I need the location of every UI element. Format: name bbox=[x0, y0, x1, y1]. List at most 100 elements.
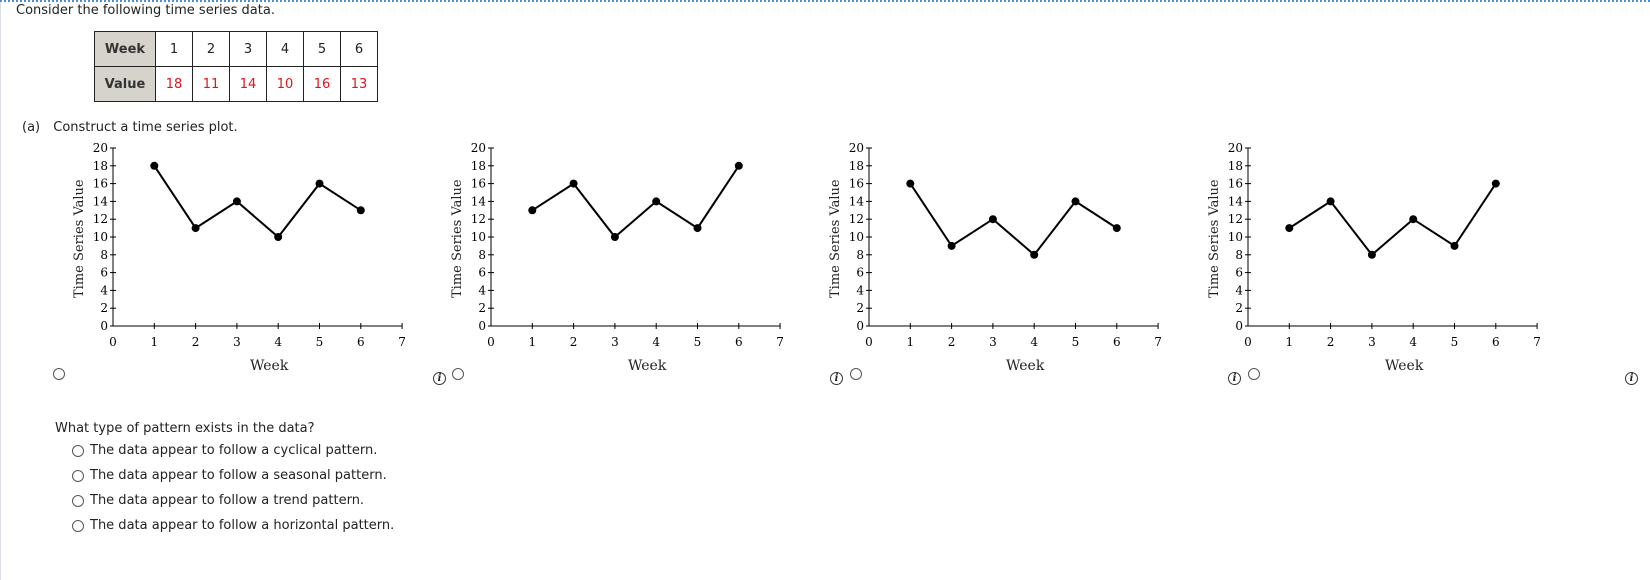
y-tick-label: 16 bbox=[93, 177, 108, 191]
y-tick-label: 18 bbox=[93, 159, 108, 173]
x-tick-label: 2 bbox=[1327, 335, 1335, 349]
pattern-option-radio[interactable] bbox=[72, 519, 84, 532]
x-tick-label: 0 bbox=[109, 335, 117, 349]
value-cell: 10 bbox=[266, 66, 304, 102]
info-icon[interactable]: i bbox=[1228, 372, 1241, 385]
pattern-question: What type of pattern exists in the data? bbox=[55, 421, 315, 436]
x-tick-label: 4 bbox=[1030, 335, 1038, 349]
x-tick-label: 2 bbox=[570, 335, 578, 349]
data-point bbox=[274, 233, 283, 241]
x-tick-label: 6 bbox=[735, 335, 743, 349]
y-tick-label: 20 bbox=[93, 141, 108, 155]
pattern-option-horizontal[interactable]: The data appear to follow a horizontal p… bbox=[72, 518, 394, 533]
y-tick-label: 12 bbox=[471, 212, 486, 226]
pattern-option-cyclical[interactable]: The data appear to follow a cyclical pat… bbox=[72, 443, 377, 458]
y-tick-label: 2 bbox=[856, 301, 864, 315]
x-tick-label: 4 bbox=[652, 335, 660, 349]
pattern-option-radio[interactable] bbox=[72, 494, 84, 507]
y-tick-label: 10 bbox=[1228, 230, 1243, 244]
data-point bbox=[569, 179, 578, 188]
pattern-option-radio[interactable] bbox=[72, 469, 84, 482]
pattern-option-trend[interactable]: The data appear to follow a trend patter… bbox=[72, 493, 364, 508]
x-tick-label: 4 bbox=[1409, 335, 1417, 349]
y-tick-label: 2 bbox=[100, 301, 108, 315]
x-tick-label: 6 bbox=[1492, 335, 1500, 349]
week-cell: 5 bbox=[303, 31, 341, 67]
data-point bbox=[1450, 241, 1459, 250]
y-tick-label: 4 bbox=[100, 283, 108, 297]
y-tick-label: 18 bbox=[849, 159, 864, 173]
week-header: Week bbox=[94, 31, 156, 67]
y-tick-label: 14 bbox=[93, 194, 109, 208]
pattern-option-label: The data appear to follow a cyclical pat… bbox=[90, 443, 378, 458]
y-tick-label: 10 bbox=[849, 230, 864, 244]
x-axis-label: Week bbox=[250, 358, 289, 374]
data-point bbox=[1326, 197, 1335, 206]
y-tick-label: 6 bbox=[856, 266, 864, 280]
x-tick-label: 0 bbox=[865, 335, 873, 349]
plot-option-1-radio[interactable] bbox=[53, 368, 65, 380]
plot-option-2-radio[interactable] bbox=[452, 368, 464, 380]
y-tick-label: 0 bbox=[856, 319, 864, 333]
week-cell: 2 bbox=[192, 31, 230, 67]
pattern-option-radio[interactable] bbox=[72, 444, 84, 457]
info-icon[interactable]: i bbox=[1625, 372, 1638, 385]
x-tick-label: 1 bbox=[1285, 335, 1293, 349]
y-tick-label: 8 bbox=[478, 248, 486, 262]
data-point bbox=[232, 197, 241, 206]
plot-option-2: 0 2 4 6 8 10 12 14 16 18 20 0 1 2 3 4 5 6 7 Time Series Val… bbox=[438, 141, 818, 396]
data-point bbox=[1112, 224, 1121, 233]
value-cell: 13 bbox=[340, 66, 378, 102]
plot-option-1: 0 2 4 6 8 10 12 14 16 18 20 0 1 2 3 4 5 6 7 Time Series Val… bbox=[60, 141, 440, 396]
info-icon[interactable]: i bbox=[830, 372, 843, 385]
y-tick-label: 16 bbox=[471, 177, 486, 191]
value-cell: 18 bbox=[155, 66, 193, 102]
week-cell: 4 bbox=[266, 31, 304, 67]
plot-option-3-radio[interactable] bbox=[850, 368, 862, 380]
x-tick-label: 3 bbox=[1368, 335, 1376, 349]
x-axis-label: Week bbox=[628, 358, 667, 374]
y-tick-label: 12 bbox=[849, 212, 864, 226]
x-tick-label: 0 bbox=[1244, 335, 1252, 349]
y-tick-label: 2 bbox=[1235, 301, 1243, 315]
y-tick-label: 2 bbox=[478, 301, 486, 315]
week-cell: 1 bbox=[155, 31, 193, 67]
y-tick-label: 6 bbox=[478, 266, 486, 280]
pattern-option-label: The data appear to follow a horizontal p… bbox=[90, 518, 395, 533]
value-row: Value 18 11 14 10 16 13 bbox=[94, 66, 378, 102]
y-tick-label: 0 bbox=[478, 319, 486, 333]
info-icon[interactable]: i bbox=[433, 372, 446, 385]
y-tick-label: 14 bbox=[471, 194, 487, 208]
data-point bbox=[1409, 215, 1418, 224]
plot-option-4-radio[interactable] bbox=[1248, 368, 1260, 380]
x-tick-label: 3 bbox=[989, 335, 997, 349]
y-axis-label: Time Series Value bbox=[450, 179, 465, 298]
data-point bbox=[315, 179, 324, 188]
y-tick-label: 0 bbox=[100, 319, 108, 333]
x-tick-label: 5 bbox=[694, 335, 702, 349]
x-tick-label: 5 bbox=[316, 335, 324, 349]
pattern-option-seasonal[interactable]: The data appear to follow a seasonal pat… bbox=[72, 468, 387, 483]
y-tick-label: 18 bbox=[471, 159, 486, 173]
top-border bbox=[0, 0, 1650, 2]
y-axis-label: Time Series Value bbox=[72, 179, 87, 298]
x-tick-label: 2 bbox=[192, 335, 200, 349]
x-axis-label: Week bbox=[1385, 358, 1424, 374]
x-axis-label: Week bbox=[1006, 358, 1045, 374]
y-tick-label: 0 bbox=[1235, 319, 1243, 333]
y-tick-label: 6 bbox=[1235, 266, 1243, 280]
y-tick-label: 6 bbox=[100, 266, 108, 280]
data-point bbox=[734, 161, 743, 170]
y-tick-label: 8 bbox=[1235, 248, 1243, 262]
y-tick-label: 12 bbox=[1228, 212, 1243, 226]
x-tick-label: 6 bbox=[1113, 335, 1121, 349]
y-tick-label: 14 bbox=[1228, 194, 1244, 208]
data-point bbox=[528, 206, 537, 215]
value-cell: 14 bbox=[229, 66, 267, 102]
pattern-option-label: The data appear to follow a seasonal pat… bbox=[90, 468, 387, 483]
pattern-option-label: The data appear to follow a trend patter… bbox=[90, 493, 365, 508]
y-tick-label: 16 bbox=[1228, 177, 1243, 191]
data-point bbox=[1491, 179, 1500, 188]
